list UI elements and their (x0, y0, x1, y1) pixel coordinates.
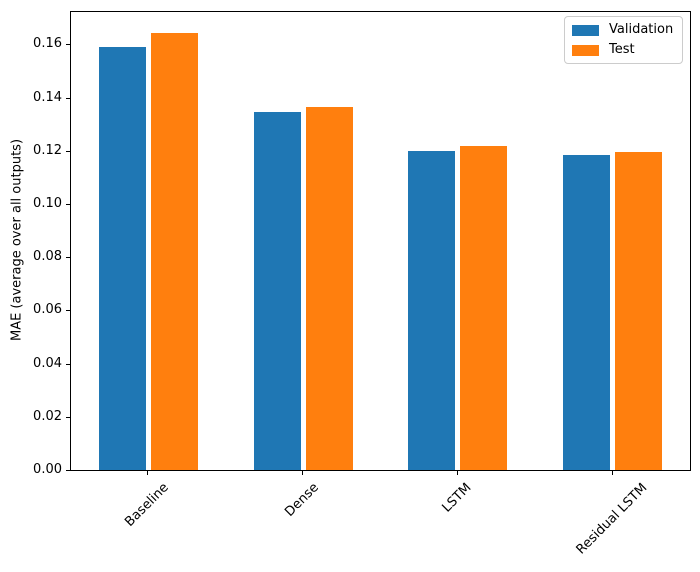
y-tick-mark (66, 257, 70, 259)
x-tick-label-residual-lstm: Residual LSTM (573, 480, 651, 558)
x-tick-mark (147, 471, 149, 475)
y-tick-mark (66, 310, 70, 312)
plot-area (70, 11, 691, 471)
legend-label-validation: Validation (609, 22, 674, 37)
x-tick-mark (456, 471, 458, 475)
legend-item-validation: Validation (572, 23, 673, 37)
y-tick-mark (66, 470, 70, 471)
y-tick-mark (66, 363, 70, 365)
y-tick-label: 0.02 (33, 408, 62, 424)
y-tick-mark (66, 97, 70, 99)
y-tick-label: 0.06 (33, 302, 62, 318)
y-tick-mark (66, 416, 70, 418)
y-tick-label: 0.08 (33, 249, 62, 265)
bar-lstm-validation (408, 151, 456, 470)
x-tick-label-baseline: Baseline (122, 480, 173, 530)
y-tick-mark (66, 204, 70, 206)
y-tick-label: 0.16 (33, 36, 62, 52)
test-color-swatch (572, 44, 599, 56)
y-tick-mark (66, 44, 70, 46)
y-tick-label: 0.10 (33, 196, 62, 212)
legend-label-test: Test (609, 42, 635, 57)
validation-color-swatch (572, 24, 599, 36)
bars-layer (71, 12, 690, 470)
bar-residual-lstm-test (615, 151, 663, 470)
x-tick-mark (302, 471, 304, 475)
y-tick-mark (66, 150, 70, 152)
bar-dense-validation (253, 112, 301, 470)
x-tick-label-lstm: LSTM (439, 480, 475, 516)
y-axis-label: MAE (average over all outputs) (9, 138, 25, 342)
y-tick-label: 0.14 (33, 89, 62, 105)
y-tick-label: 0.00 (33, 462, 62, 477)
bar-baseline-validation (98, 47, 146, 470)
x-tick-mark (611, 471, 613, 475)
bar-lstm-test (460, 146, 508, 470)
y-tick-label: 0.04 (33, 355, 62, 371)
bar-dense-test (305, 106, 353, 470)
legend-item-test: Test (572, 43, 673, 57)
bar-baseline-test (150, 33, 198, 470)
legend: Validation Test (564, 16, 684, 64)
bar-residual-lstm-validation (563, 155, 611, 470)
y-tick-label: 0.12 (33, 142, 62, 158)
x-tick-label-dense: Dense (282, 480, 322, 520)
